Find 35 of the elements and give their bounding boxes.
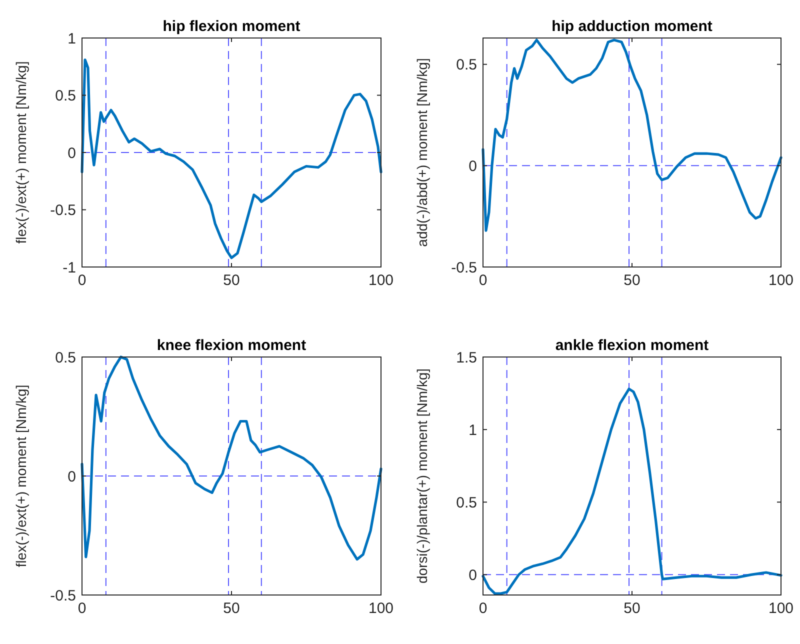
chart-title: knee flexion moment [156, 337, 306, 354]
y-axis-title: dorsi(-)/plantar(+) moment [Nm/kg] [414, 368, 430, 584]
x-tick-label: 50 [223, 272, 240, 289]
y-tick-label: -1 [62, 259, 76, 276]
y-tick-label: 0.5 [456, 56, 477, 74]
y-axis-title: flex(-)/ext(+) moment [Nm/kg] [13, 384, 29, 568]
line-series [482, 38, 782, 232]
x-tick-label: 100 [768, 272, 794, 289]
line-series [80, 58, 382, 260]
y-tick-label: 0 [468, 158, 477, 175]
y-tick-label: 0 [68, 144, 76, 162]
y-tick-label: -0.5 [50, 202, 76, 219]
x-tick-label: 50 [624, 600, 640, 617]
x-tick-label: 50 [624, 272, 640, 289]
y-tick-label: -0.5 [50, 587, 76, 604]
y-tick-label: 1 [68, 30, 76, 48]
line-series [80, 356, 382, 561]
x-tick-label: 100 [368, 600, 394, 617]
x-tick-label: 100 [768, 600, 794, 617]
chart-title: ankle flexion moment [555, 337, 709, 354]
y-tick-label: 0.5 [55, 88, 76, 104]
y-tick-label: 1.5 [456, 349, 477, 366]
y-tick-label: 1 [468, 422, 477, 439]
y-tick-label: 0 [68, 468, 76, 486]
y-tick-label: 0 [468, 566, 477, 584]
x-tick-label: 100 [368, 272, 394, 289]
y-axis-title: add(-)/abd(+) moment [Nm/kg] [414, 58, 430, 247]
y-axis-title: flex(-)/ext(+) moment [Nm/kg] [13, 61, 29, 244]
y-tick-label: 0.5 [55, 349, 76, 366]
x-tick-label: 50 [223, 600, 240, 617]
line-series [482, 388, 782, 595]
chart-title: hip adduction moment [552, 18, 712, 35]
y-tick-label: -0.5 [451, 259, 477, 276]
y-tick-label: 0.5 [456, 494, 477, 512]
chart-title: hip flexion moment [162, 18, 300, 35]
